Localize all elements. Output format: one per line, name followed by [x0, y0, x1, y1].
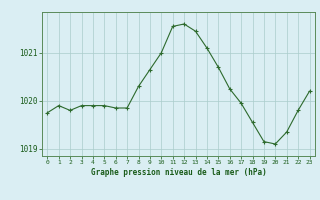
X-axis label: Graphe pression niveau de la mer (hPa): Graphe pression niveau de la mer (hPa)	[91, 168, 266, 177]
